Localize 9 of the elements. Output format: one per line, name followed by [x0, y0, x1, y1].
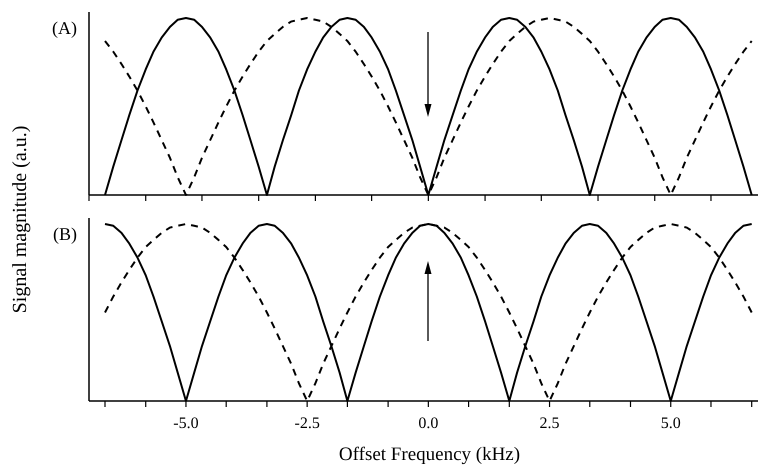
x-tick-label: -5.0	[173, 415, 199, 432]
chart-title: (B)	[53, 224, 77, 244]
x-tick-label: 0.0	[418, 415, 438, 432]
chart-title: (A)	[52, 18, 77, 38]
x-tick-label: -2.5	[294, 415, 320, 432]
y-axis-title: Signal magnitude (a.u.)	[9, 126, 31, 314]
x-tick-label: 2.5	[540, 415, 560, 432]
x-axis-title: Offset Frequency (kHz)	[338, 444, 520, 465]
x-tick-label: 5.0	[660, 415, 681, 432]
